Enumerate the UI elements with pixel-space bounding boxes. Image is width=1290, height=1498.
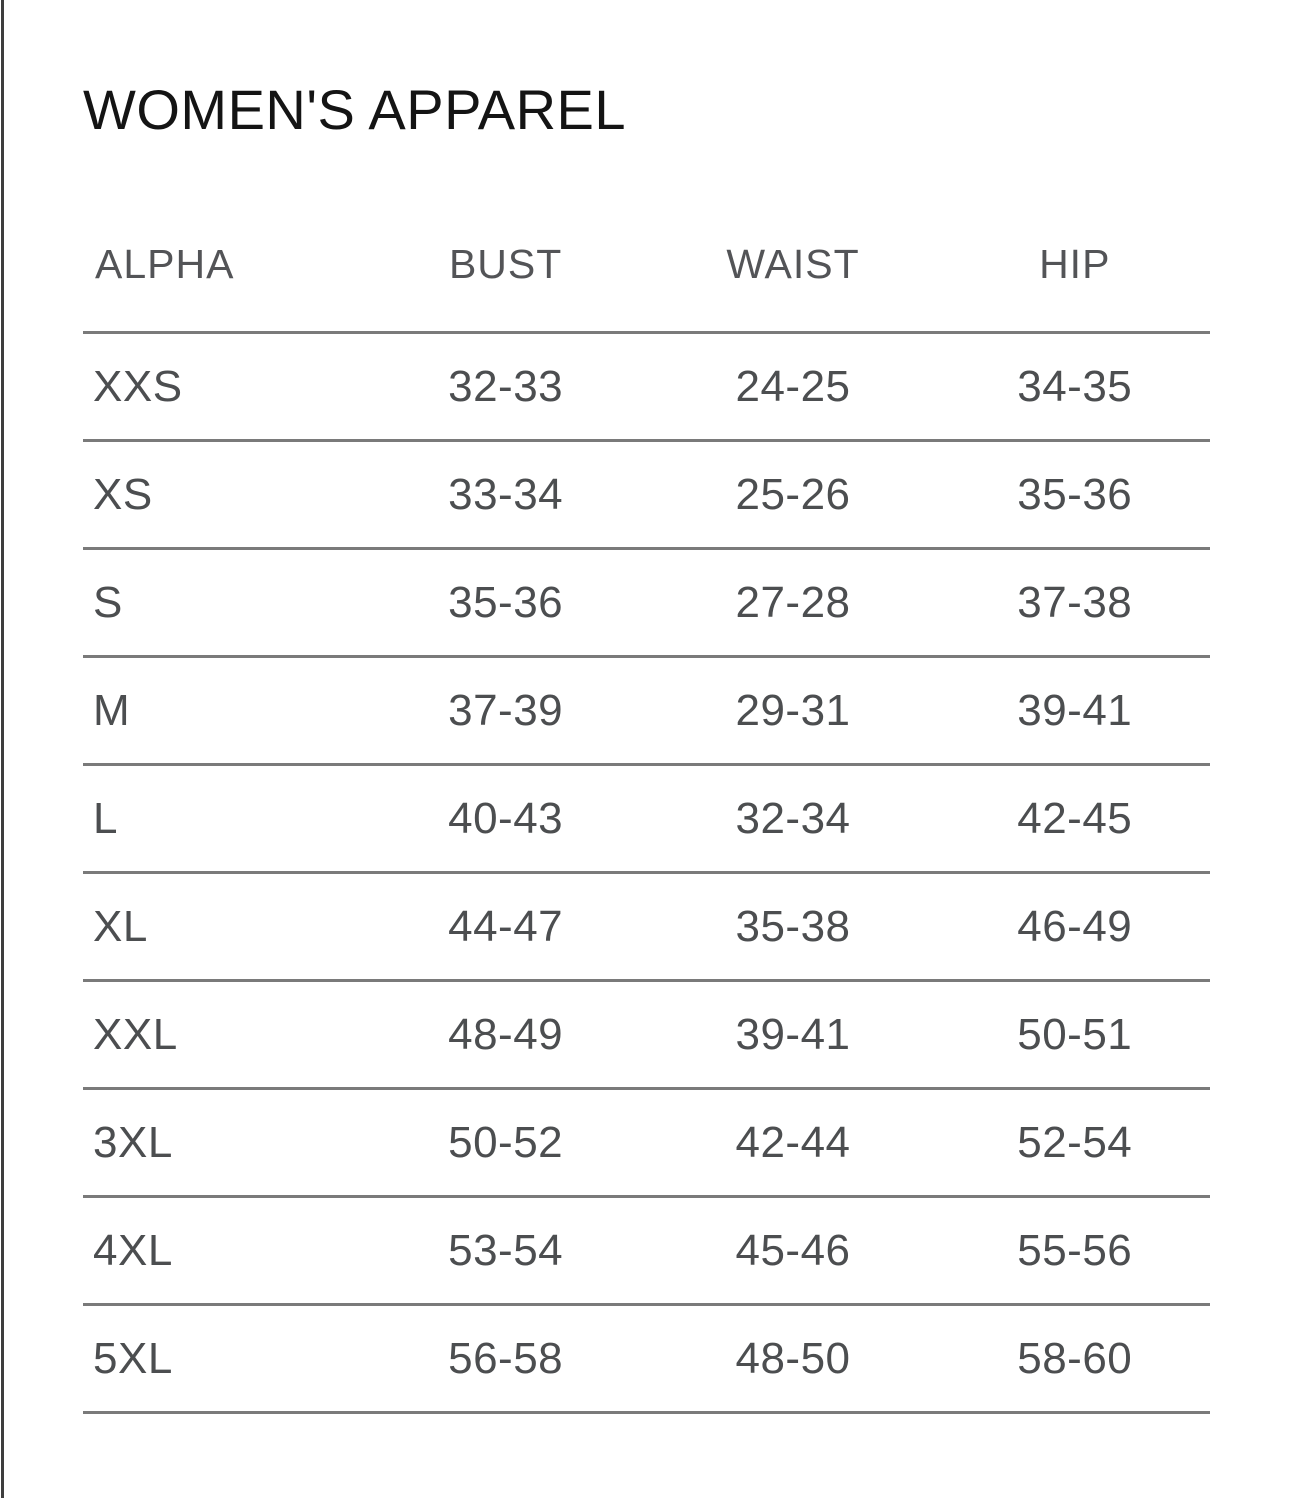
cell-alpha: XXS (93, 361, 183, 411)
column-header-alpha: ALPHA (95, 241, 235, 287)
size-table-body: XXS 32-33 24-25 34-35 XS 33-34 25-26 35-… (83, 331, 1210, 1414)
cell-hip: 34-35 (1017, 361, 1133, 411)
table-row: XS 33-34 25-26 35-36 (83, 439, 1210, 547)
table-row: XXL 48-49 39-41 50-51 (83, 979, 1210, 1087)
cell-bust: 40-43 (448, 793, 564, 843)
cell-waist: 39-41 (735, 1009, 851, 1059)
cell-alpha: 3XL (93, 1117, 173, 1167)
cell-waist: 27-28 (735, 577, 851, 627)
column-header-waist: WAIST (726, 241, 860, 287)
cell-alpha: XXL (93, 1009, 178, 1059)
column-header-hip: HIP (1039, 241, 1111, 287)
cell-bust: 56-58 (448, 1333, 564, 1383)
table-row: L 40-43 32-34 42-45 (83, 763, 1210, 871)
table-row: 5XL 56-58 48-50 58-60 (83, 1303, 1210, 1411)
cell-bust: 32-33 (448, 361, 564, 411)
cell-hip: 50-51 (1017, 1009, 1133, 1059)
cell-waist: 45-46 (735, 1225, 851, 1275)
cell-hip: 55-56 (1017, 1225, 1133, 1275)
cell-hip: 52-54 (1017, 1117, 1133, 1167)
table-row: 3XL 50-52 42-44 52-54 (83, 1087, 1210, 1195)
cell-hip: 35-36 (1017, 469, 1133, 519)
cell-alpha: XS (93, 469, 153, 519)
cell-alpha: XL (93, 901, 148, 951)
column-header-bust: BUST (448, 241, 563, 287)
page-title: WOMEN'S APPAREL (83, 78, 627, 141)
cell-bust: 37-39 (448, 685, 564, 735)
table-row: XXS 32-33 24-25 34-35 (83, 331, 1210, 439)
table-row: S 35-36 27-28 37-38 (83, 547, 1210, 655)
cell-alpha: L (93, 793, 118, 843)
cell-waist: 25-26 (735, 469, 851, 519)
cell-bust: 35-36 (448, 577, 564, 627)
cell-hip: 42-45 (1017, 793, 1133, 843)
cell-waist: 35-38 (735, 901, 851, 951)
cell-bust: 48-49 (448, 1009, 564, 1059)
table-header-row: ALPHA BUST WAIST HIP (83, 244, 1210, 285)
left-edge-divider (1, 0, 4, 1498)
cell-bust: 44-47 (448, 901, 564, 951)
cell-hip: 58-60 (1017, 1333, 1133, 1383)
cell-alpha: M (93, 685, 131, 735)
table-row: M 37-39 29-31 39-41 (83, 655, 1210, 763)
table-row: 4XL 53-54 45-46 55-56 (83, 1195, 1210, 1303)
cell-bust: 53-54 (448, 1225, 564, 1275)
cell-waist: 42-44 (735, 1117, 851, 1167)
cell-alpha: 5XL (93, 1333, 173, 1383)
cell-hip: 46-49 (1017, 901, 1133, 951)
cell-alpha: 4XL (93, 1225, 173, 1275)
cell-bust: 50-52 (448, 1117, 564, 1167)
cell-hip: 37-38 (1017, 577, 1133, 627)
cell-hip: 39-41 (1017, 685, 1133, 735)
cell-waist: 48-50 (735, 1333, 851, 1383)
cell-waist: 32-34 (735, 793, 851, 843)
cell-bust: 33-34 (448, 469, 564, 519)
cell-waist: 29-31 (735, 685, 851, 735)
cell-alpha: S (93, 577, 123, 627)
table-row: XL 44-47 35-38 46-49 (83, 871, 1210, 979)
cell-waist: 24-25 (735, 361, 851, 411)
